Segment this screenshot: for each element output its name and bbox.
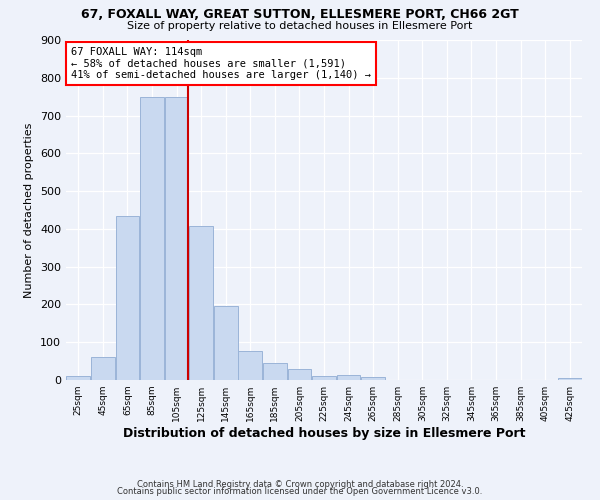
Bar xyxy=(361,378,385,380)
Bar xyxy=(263,363,287,380)
X-axis label: Distribution of detached houses by size in Ellesmere Port: Distribution of detached houses by size … xyxy=(123,427,525,440)
Bar xyxy=(558,378,581,380)
Text: Contains HM Land Registry data © Crown copyright and database right 2024.: Contains HM Land Registry data © Crown c… xyxy=(137,480,463,489)
Bar xyxy=(67,376,90,380)
Text: Contains public sector information licensed under the Open Government Licence v3: Contains public sector information licen… xyxy=(118,487,482,496)
Bar xyxy=(190,226,213,380)
Bar xyxy=(337,375,361,380)
Text: 67, FOXALL WAY, GREAT SUTTON, ELLESMERE PORT, CH66 2GT: 67, FOXALL WAY, GREAT SUTTON, ELLESMERE … xyxy=(81,8,519,20)
Bar xyxy=(140,96,164,380)
Bar xyxy=(238,351,262,380)
Text: 67 FOXALL WAY: 114sqm
← 58% of detached houses are smaller (1,591)
41% of semi-d: 67 FOXALL WAY: 114sqm ← 58% of detached … xyxy=(71,47,371,80)
Bar xyxy=(116,216,139,380)
Bar xyxy=(287,368,311,380)
Bar xyxy=(91,358,115,380)
Bar xyxy=(312,376,336,380)
Text: Size of property relative to detached houses in Ellesmere Port: Size of property relative to detached ho… xyxy=(127,21,473,31)
Y-axis label: Number of detached properties: Number of detached properties xyxy=(25,122,34,298)
Bar xyxy=(214,306,238,380)
Bar xyxy=(165,96,188,380)
